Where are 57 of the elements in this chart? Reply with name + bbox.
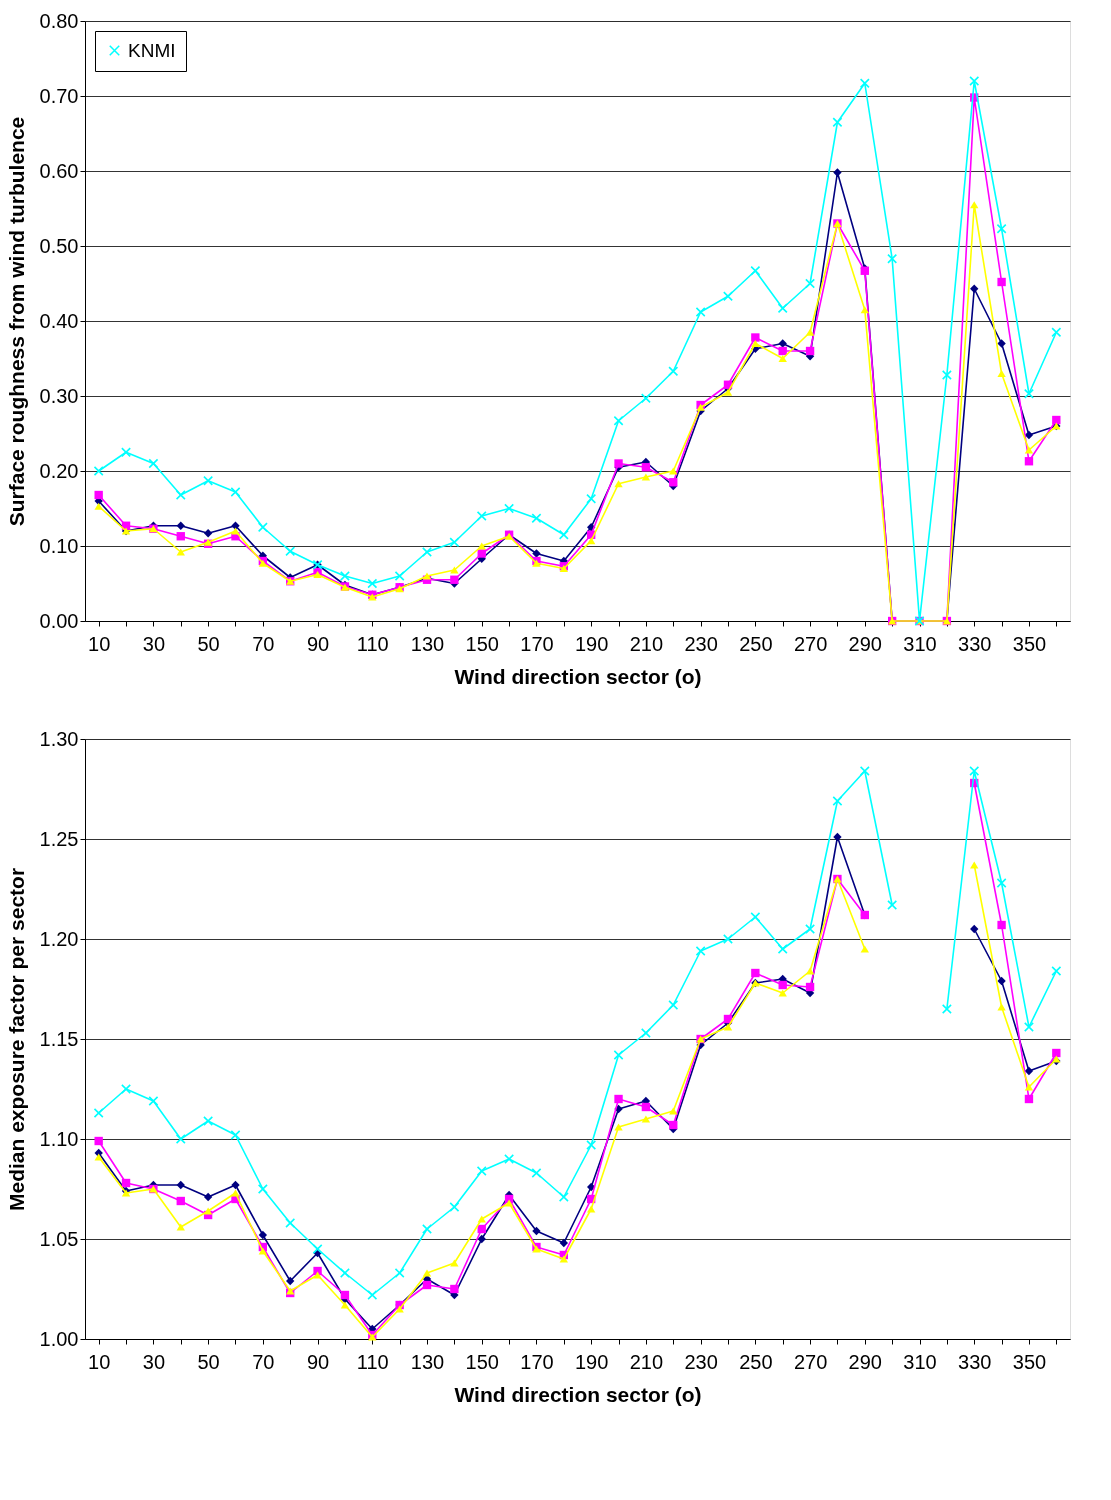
x-tick-label: 330 — [958, 632, 992, 655]
y-tick-label: 0.40 — [39, 309, 79, 332]
y-tick-label: 1.05 — [39, 1227, 79, 1250]
x-tick-label: 290 — [848, 632, 882, 655]
y-axis-title: Surface roughness from wind turbulence — [4, 116, 28, 527]
y-tick-label: 0.10 — [39, 534, 79, 557]
x-tick-label: 50 — [197, 632, 220, 655]
x-tick-label: 350 — [1012, 632, 1047, 655]
x-tick-label: 70 — [252, 632, 275, 655]
y-tick-label: 1.10 — [39, 1127, 79, 1150]
x-tick-label: 310 — [903, 632, 937, 655]
x-tick-label: 210 — [629, 632, 664, 655]
x-tick-label: 30 — [142, 1350, 166, 1373]
x-tick-label: 270 — [793, 1350, 828, 1373]
x-tick-label: 150 — [465, 632, 499, 655]
x-tick-label: 210 — [629, 1350, 664, 1373]
x-tick-label: 30 — [142, 632, 166, 655]
x-tick-label: 290 — [848, 1350, 882, 1373]
y-tick-label: 0.60 — [39, 159, 79, 182]
x-tick-label: 10 — [88, 1350, 111, 1373]
y-tick-label: 0.80 — [39, 9, 79, 32]
x-tick-label: 250 — [739, 632, 773, 655]
x-tick-label: 130 — [410, 632, 445, 655]
y-tick-label: 0.30 — [39, 384, 79, 407]
x-axis-title: Wind direction sector (o) — [454, 1382, 702, 1406]
x-tick-label: 310 — [903, 1350, 937, 1373]
y-tick-label: 1.25 — [39, 827, 79, 850]
x-tick-label: 190 — [574, 1350, 609, 1373]
x-tick-label: 90 — [306, 632, 330, 655]
x-tick-label: 250 — [739, 1350, 773, 1373]
y-axis-title: Median exposure factor per sector — [4, 867, 28, 1212]
x-tick-label: 70 — [252, 1350, 275, 1373]
x-tick-label: 10 — [88, 632, 111, 655]
legend-label: KNMI — [128, 39, 176, 61]
y-tick-label: 0.00 — [39, 609, 79, 632]
y-tick-label: 0.50 — [39, 234, 79, 257]
x-tick-label: 110 — [356, 1350, 389, 1373]
y-tick-label: 0.70 — [39, 84, 79, 107]
y-tick-label: 1.30 — [39, 727, 79, 750]
x-tick-label: 110 — [356, 632, 389, 655]
x-tick-label: 270 — [793, 632, 828, 655]
y-tick-label: 1.15 — [39, 1027, 79, 1050]
y-tick-label: 1.00 — [39, 1327, 79, 1350]
x-axis-title: Wind direction sector (o) — [454, 664, 702, 688]
x-tick-label: 170 — [520, 632, 554, 655]
x-tick-label: 230 — [684, 632, 718, 655]
y-tick-label: 1.20 — [39, 927, 79, 950]
x-tick-label: 90 — [306, 1350, 330, 1373]
x-tick-label: 330 — [958, 1350, 992, 1373]
x-tick-label: 170 — [520, 1350, 554, 1373]
x-tick-label: 50 — [197, 1350, 220, 1373]
x-tick-label: 230 — [684, 1350, 718, 1373]
y-tick-label: 0.20 — [39, 459, 79, 482]
x-tick-label: 190 — [574, 632, 609, 655]
x-tick-label: 350 — [1012, 1350, 1047, 1373]
x-tick-label: 150 — [465, 1350, 499, 1373]
x-tick-label: 130 — [410, 1350, 445, 1373]
